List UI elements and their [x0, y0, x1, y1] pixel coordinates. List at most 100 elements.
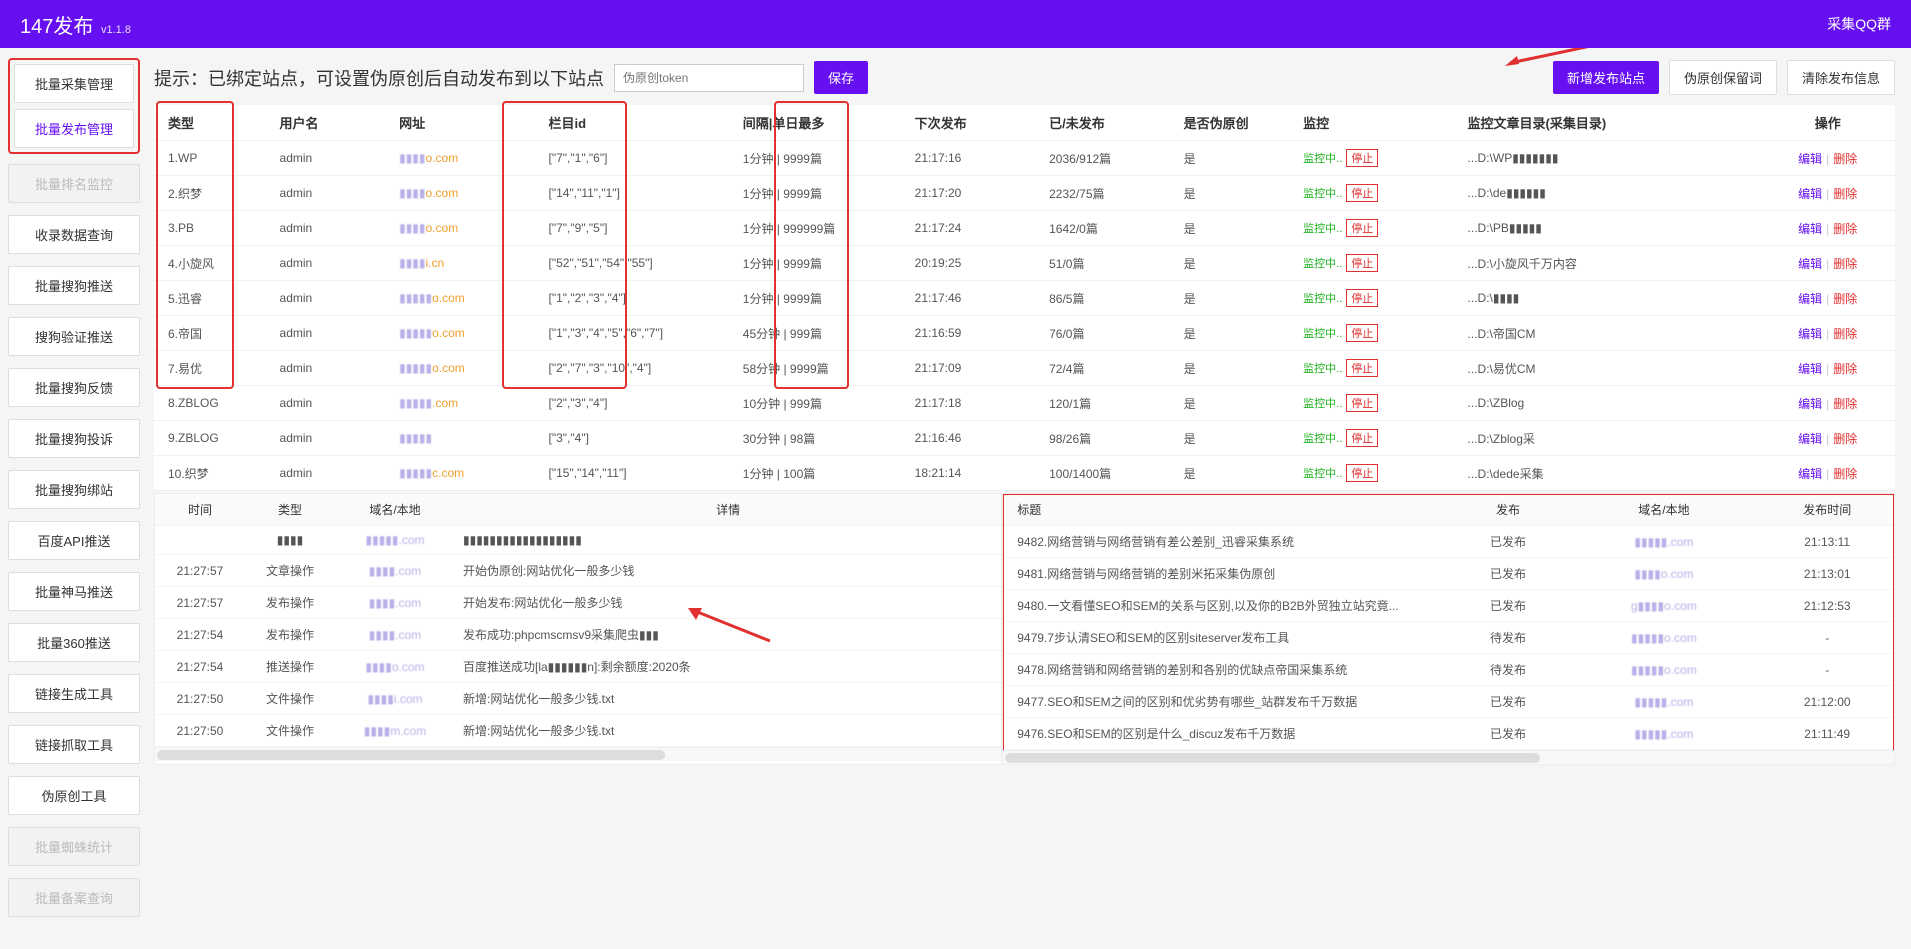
cell-user: admin	[274, 351, 394, 386]
cell-dir: ...D:\dede采集	[1462, 456, 1761, 491]
keep-word-button[interactable]: 伪原创保留词	[1669, 60, 1777, 95]
cell-monitor: 监控中..停止	[1297, 176, 1461, 211]
stop-button[interactable]: 停止	[1346, 429, 1378, 447]
sidebar-item-8[interactable]: 批量神马推送	[8, 572, 140, 611]
table-row[interactable]: 10.织梦admin▮▮▮▮▮c.com["15","14","11"]1分钟 …	[154, 456, 1895, 491]
scrollbar-left[interactable]	[155, 747, 1001, 761]
cell-dir: ...D:\de▮▮▮▮▮▮	[1462, 176, 1761, 211]
cell-type: 7.易优	[154, 351, 274, 386]
sidebar-item-2[interactable]: 批量搜狗推送	[8, 266, 140, 305]
table-row[interactable]: 3.PBadmin▮▮▮▮o.com["7","9","5"]1分钟 | 999…	[154, 211, 1895, 246]
delete-link[interactable]: 删除	[1833, 467, 1857, 481]
delete-link[interactable]: 删除	[1833, 187, 1857, 201]
table-row[interactable]: 7.易优admin▮▮▮▮▮o.com["2","7","3","10","4"…	[154, 351, 1895, 386]
cell-colid: ["7","1","6"]	[543, 141, 737, 176]
clear-info-button[interactable]: 清除发布信息	[1787, 60, 1895, 95]
delete-link[interactable]: 删除	[1833, 292, 1857, 306]
cell-pseudo: 是	[1178, 351, 1298, 386]
th-ll-time: 时间	[155, 494, 245, 526]
cell-pseudo: 是	[1178, 176, 1298, 211]
table-row[interactable]: 1.WPadmin▮▮▮▮o.com["7","1","6"]1分钟 | 999…	[154, 141, 1895, 176]
table-row[interactable]: 6.帝国admin▮▮▮▮▮o.com["1","3","4","5","6",…	[154, 316, 1895, 351]
delete-link[interactable]: 删除	[1833, 257, 1857, 271]
log-panel-right: 标题 发布 域名/本地 发布时间 9482.网络营销与网络营销有差公差别_迅睿采…	[1002, 493, 1895, 765]
stop-button[interactable]: 停止	[1346, 394, 1378, 412]
scrollbar-right[interactable]	[1003, 750, 1894, 764]
sidebar-item-4[interactable]: 批量搜狗反馈	[8, 368, 140, 407]
sidebar-item-7[interactable]: 百度API推送	[8, 521, 140, 560]
sidebar-item-6[interactable]: 批量搜狗绑站	[8, 470, 140, 509]
cell-monitor: 监控中..停止	[1297, 211, 1461, 246]
cell-count: 100/1400篇	[1043, 456, 1177, 491]
cell-interval: 10分钟 | 999篇	[737, 386, 909, 421]
table-row[interactable]: 4.小旋风admin▮▮▮▮i.cn["52","51","54","55"]1…	[154, 246, 1895, 281]
stop-button[interactable]: 停止	[1346, 219, 1378, 237]
edit-link[interactable]: 编辑	[1798, 222, 1822, 236]
cell-count: 98/26篇	[1043, 421, 1177, 456]
cell-user: admin	[274, 421, 394, 456]
cell-next: 21:17:09	[909, 351, 1043, 386]
stop-button[interactable]: 停止	[1346, 324, 1378, 342]
edit-link[interactable]: 编辑	[1798, 397, 1822, 411]
sidebar-item-12[interactable]: 伪原创工具	[8, 776, 140, 815]
main-content: 提示：已绑定站点，可设置伪原创后自动发布到以下站点 保存 新增发布站点 伪原创保…	[148, 48, 1911, 939]
cell-colid: ["1","2","3","4"]	[543, 281, 737, 316]
delete-link[interactable]: 删除	[1833, 362, 1857, 376]
stop-button[interactable]: 停止	[1346, 184, 1378, 202]
cell-count: 2232/75篇	[1043, 176, 1177, 211]
edit-link[interactable]: 编辑	[1798, 292, 1822, 306]
cell-op: 编辑|删除	[1760, 386, 1895, 421]
sidebar-item-collect-mgmt[interactable]: 批量采集管理	[14, 64, 134, 103]
cell-user: admin	[274, 141, 394, 176]
cell-count: 2036/912篇	[1043, 141, 1177, 176]
edit-link[interactable]: 编辑	[1798, 362, 1822, 376]
app-title: 147发布	[20, 16, 93, 38]
sidebar-item-11[interactable]: 链接抓取工具	[8, 725, 140, 764]
delete-link[interactable]: 删除	[1833, 432, 1857, 446]
header-qq-link[interactable]: 采集QQ群	[1827, 14, 1891, 34]
delete-link[interactable]: 删除	[1833, 397, 1857, 411]
sidebar-item-5[interactable]: 批量搜狗投诉	[8, 419, 140, 458]
cell-url: ▮▮▮▮▮.com	[393, 386, 542, 421]
delete-link[interactable]: 删除	[1833, 327, 1857, 341]
th-dir: 监控文章目录(采集目录)	[1462, 105, 1761, 141]
table-row[interactable]: 8.ZBLOGadmin▮▮▮▮▮.com["2","3","4"]10分钟 |…	[154, 386, 1895, 421]
stop-button[interactable]: 停止	[1346, 464, 1378, 482]
delete-link[interactable]: 删除	[1833, 222, 1857, 236]
stop-button[interactable]: 停止	[1346, 359, 1378, 377]
cell-op: 编辑|删除	[1760, 316, 1895, 351]
log-row: 21:27:57发布操作▮▮▮▮.com开始发布:网站优化一般多少钱	[155, 587, 1001, 619]
cell-monitor: 监控中..停止	[1297, 281, 1461, 316]
cell-count: 76/0篇	[1043, 316, 1177, 351]
token-input[interactable]	[614, 64, 804, 92]
edit-link[interactable]: 编辑	[1798, 187, 1822, 201]
cell-monitor: 监控中..停止	[1297, 246, 1461, 281]
stop-button[interactable]: 停止	[1346, 254, 1378, 272]
sidebar-item-9[interactable]: 批量360推送	[8, 623, 140, 662]
delete-link[interactable]: 删除	[1833, 152, 1857, 166]
cell-pseudo: 是	[1178, 141, 1298, 176]
log-row: 9482.网络营销与网络营销有差公差别_迅睿采集系统已发布▮▮▮▮▮.com21…	[1003, 526, 1894, 558]
sidebar-item-publish-mgmt[interactable]: 批量发布管理	[14, 109, 134, 148]
save-button[interactable]: 保存	[814, 61, 868, 94]
cell-type: 8.ZBLOG	[154, 386, 274, 421]
edit-link[interactable]: 编辑	[1798, 432, 1822, 446]
edit-link[interactable]: 编辑	[1798, 327, 1822, 341]
add-site-button[interactable]: 新增发布站点	[1553, 61, 1659, 94]
table-row[interactable]: 9.ZBLOGadmin▮▮▮▮▮["3","4"]30分钟 | 98篇21:1…	[154, 421, 1895, 456]
table-row[interactable]: 5.迅睿admin▮▮▮▮▮o.com["1","2","3","4"]1分钟 …	[154, 281, 1895, 316]
topbar: 提示：已绑定站点，可设置伪原创后自动发布到以下站点 保存 新增发布站点 伪原创保…	[154, 60, 1895, 95]
cell-op: 编辑|删除	[1760, 141, 1895, 176]
edit-link[interactable]: 编辑	[1798, 257, 1822, 271]
sidebar-item-1[interactable]: 收录数据查询	[8, 215, 140, 254]
stop-button[interactable]: 停止	[1346, 289, 1378, 307]
cell-pseudo: 是	[1178, 386, 1298, 421]
edit-link[interactable]: 编辑	[1798, 152, 1822, 166]
table-row[interactable]: 2.织梦admin▮▮▮▮o.com["14","11","1"]1分钟 | 9…	[154, 176, 1895, 211]
edit-link[interactable]: 编辑	[1798, 467, 1822, 481]
cell-user: admin	[274, 316, 394, 351]
sidebar-item-3[interactable]: 搜狗验证推送	[8, 317, 140, 356]
stop-button[interactable]: 停止	[1346, 149, 1378, 167]
cell-colid: ["7","9","5"]	[543, 211, 737, 246]
sidebar-item-10[interactable]: 链接生成工具	[8, 674, 140, 713]
